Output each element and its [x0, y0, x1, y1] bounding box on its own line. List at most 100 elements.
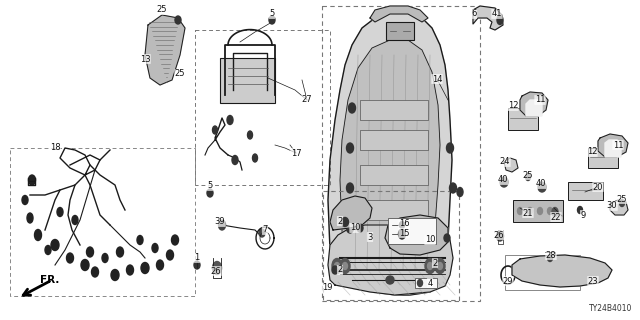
Ellipse shape [212, 261, 221, 275]
Bar [386, 22, 414, 40]
Ellipse shape [620, 199, 625, 206]
Text: 21: 21 [523, 209, 533, 218]
Text: 30: 30 [607, 202, 618, 211]
Ellipse shape [51, 239, 59, 251]
Polygon shape [328, 12, 452, 295]
Text: 3: 3 [367, 233, 372, 242]
Ellipse shape [72, 215, 78, 225]
Ellipse shape [435, 259, 445, 274]
Ellipse shape [547, 207, 552, 214]
Bar [568, 182, 603, 200]
Text: 27: 27 [301, 95, 312, 105]
Ellipse shape [349, 103, 355, 113]
Ellipse shape [346, 223, 353, 233]
Ellipse shape [175, 16, 181, 24]
Polygon shape [473, 6, 503, 30]
Polygon shape [610, 200, 628, 215]
Text: 5: 5 [269, 10, 275, 19]
Text: 25: 25 [157, 5, 167, 14]
Ellipse shape [518, 207, 522, 214]
Text: 41: 41 [492, 10, 502, 19]
Ellipse shape [417, 279, 422, 286]
Polygon shape [370, 6, 428, 22]
Text: 12: 12 [508, 101, 518, 110]
Text: 13: 13 [140, 54, 150, 63]
Polygon shape [330, 196, 372, 230]
Text: 25: 25 [523, 171, 533, 180]
Text: 17: 17 [291, 148, 301, 157]
Ellipse shape [35, 229, 42, 241]
Ellipse shape [335, 262, 339, 269]
Text: 14: 14 [432, 75, 442, 84]
Ellipse shape [102, 253, 108, 262]
Ellipse shape [137, 236, 143, 244]
Text: 29: 29 [503, 276, 513, 285]
Ellipse shape [386, 276, 394, 284]
Ellipse shape [332, 259, 342, 274]
Ellipse shape [194, 261, 200, 269]
Text: 23: 23 [588, 276, 598, 285]
Ellipse shape [86, 247, 93, 257]
Text: 40: 40 [536, 180, 547, 188]
Polygon shape [598, 134, 628, 157]
Text: 20: 20 [593, 182, 604, 191]
Bar [195, 30, 330, 185]
Ellipse shape [218, 220, 225, 230]
Ellipse shape [332, 266, 338, 274]
Ellipse shape [428, 262, 433, 269]
Ellipse shape [497, 15, 503, 25]
Ellipse shape [457, 188, 463, 196]
Polygon shape [512, 255, 612, 287]
Text: 9: 9 [580, 211, 586, 220]
Polygon shape [145, 15, 185, 85]
Text: TY24B4010: TY24B4010 [589, 304, 632, 313]
Ellipse shape [340, 259, 350, 274]
Text: 1: 1 [195, 253, 200, 262]
Ellipse shape [111, 269, 119, 281]
Text: 18: 18 [50, 142, 60, 151]
Text: 25: 25 [175, 69, 185, 78]
Ellipse shape [116, 247, 124, 257]
Text: 2: 2 [337, 217, 342, 226]
Ellipse shape [166, 250, 173, 260]
Ellipse shape [357, 224, 363, 232]
Text: 26: 26 [493, 230, 504, 239]
Ellipse shape [127, 265, 134, 275]
Bar [323, 191, 459, 300]
Ellipse shape [444, 234, 450, 242]
Polygon shape [605, 140, 621, 157]
Bar [415, 278, 437, 288]
Text: FR.: FR. [40, 275, 60, 285]
Bar [360, 100, 428, 120]
Bar [388, 218, 436, 244]
Text: 19: 19 [322, 284, 332, 292]
Polygon shape [504, 158, 518, 172]
Ellipse shape [497, 231, 504, 241]
Ellipse shape [157, 260, 163, 270]
Ellipse shape [447, 143, 454, 153]
Bar [360, 200, 428, 220]
Text: 22: 22 [551, 212, 561, 221]
Text: 28: 28 [546, 251, 556, 260]
Ellipse shape [207, 189, 213, 197]
Text: 39: 39 [214, 218, 225, 227]
Ellipse shape [141, 262, 149, 274]
Ellipse shape [538, 207, 543, 214]
Text: 10: 10 [425, 236, 435, 244]
Polygon shape [520, 92, 548, 116]
Text: 2: 2 [337, 266, 342, 275]
Text: 11: 11 [612, 140, 623, 149]
Polygon shape [328, 225, 453, 295]
Ellipse shape [27, 213, 33, 223]
Ellipse shape [527, 207, 532, 214]
Text: 7: 7 [262, 226, 268, 235]
Ellipse shape [525, 173, 531, 180]
Ellipse shape [67, 253, 74, 263]
Text: 11: 11 [535, 95, 545, 105]
Text: 10: 10 [349, 223, 360, 233]
Ellipse shape [232, 156, 238, 164]
Text: 25: 25 [617, 195, 627, 204]
Ellipse shape [342, 262, 348, 269]
Ellipse shape [57, 207, 63, 217]
Bar [322, 6, 480, 301]
